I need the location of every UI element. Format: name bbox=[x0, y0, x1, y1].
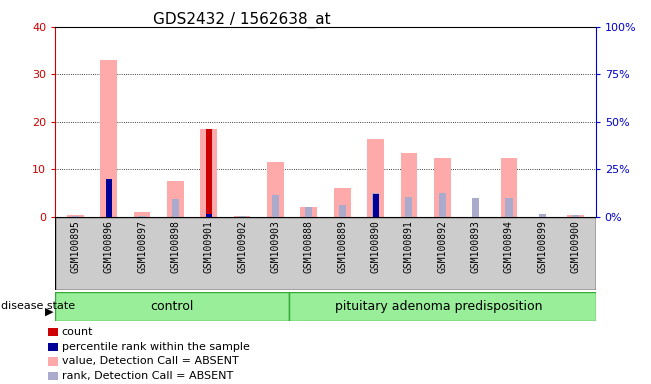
Text: GSM100895: GSM100895 bbox=[70, 220, 80, 273]
Bar bbox=[505, 198, 512, 217]
Text: GSM100896: GSM100896 bbox=[104, 220, 114, 273]
Bar bbox=[339, 205, 346, 217]
Text: GSM100889: GSM100889 bbox=[337, 220, 347, 273]
Bar bbox=[139, 216, 146, 217]
Bar bbox=[367, 139, 384, 217]
Text: GSM100902: GSM100902 bbox=[237, 220, 247, 273]
Bar bbox=[133, 212, 150, 217]
Bar bbox=[572, 215, 579, 217]
Bar bbox=[472, 198, 479, 217]
Text: count: count bbox=[62, 327, 93, 337]
Text: GSM100890: GSM100890 bbox=[370, 220, 381, 273]
Bar bbox=[400, 153, 417, 217]
Bar bbox=[406, 197, 413, 217]
Text: value, Detection Call = ABSENT: value, Detection Call = ABSENT bbox=[62, 356, 239, 366]
Bar bbox=[206, 214, 212, 217]
Bar bbox=[172, 199, 179, 217]
Text: GSM100894: GSM100894 bbox=[504, 220, 514, 273]
Text: GSM100893: GSM100893 bbox=[471, 220, 480, 273]
Bar bbox=[72, 216, 79, 217]
Text: rank, Detection Call = ABSENT: rank, Detection Call = ABSENT bbox=[62, 371, 233, 381]
Text: control: control bbox=[150, 300, 194, 313]
Bar bbox=[334, 189, 350, 217]
Text: percentile rank within the sample: percentile rank within the sample bbox=[62, 342, 250, 352]
Bar bbox=[434, 157, 450, 217]
Text: pituitary adenoma predisposition: pituitary adenoma predisposition bbox=[335, 300, 543, 313]
Bar bbox=[206, 129, 212, 217]
Bar bbox=[305, 207, 312, 217]
Bar bbox=[100, 60, 117, 217]
Text: GSM100901: GSM100901 bbox=[204, 220, 214, 273]
Bar bbox=[538, 214, 546, 217]
Bar bbox=[55, 292, 289, 321]
Bar bbox=[55, 217, 596, 290]
Text: disease state: disease state bbox=[1, 301, 75, 311]
Bar bbox=[567, 215, 584, 217]
Bar bbox=[372, 193, 379, 217]
Text: GDS2432 / 1562638_at: GDS2432 / 1562638_at bbox=[153, 12, 331, 28]
Bar bbox=[234, 215, 251, 217]
Bar bbox=[267, 162, 284, 217]
Text: GSM100888: GSM100888 bbox=[304, 220, 314, 273]
Bar bbox=[67, 215, 84, 217]
Bar bbox=[238, 216, 245, 217]
Bar bbox=[301, 207, 317, 217]
Text: ▶: ▶ bbox=[44, 307, 53, 317]
Text: GSM100900: GSM100900 bbox=[571, 220, 581, 273]
Text: GSM100891: GSM100891 bbox=[404, 220, 414, 273]
Bar bbox=[289, 292, 596, 321]
Text: GSM100898: GSM100898 bbox=[171, 220, 180, 273]
Bar bbox=[201, 129, 217, 217]
Bar bbox=[439, 193, 446, 217]
Bar bbox=[105, 179, 112, 217]
Text: GSM100899: GSM100899 bbox=[537, 220, 547, 273]
Text: GSM100903: GSM100903 bbox=[270, 220, 281, 273]
Bar bbox=[272, 195, 279, 217]
Text: GSM100897: GSM100897 bbox=[137, 220, 147, 273]
Bar bbox=[501, 157, 518, 217]
Bar bbox=[372, 194, 378, 217]
Text: GSM100892: GSM100892 bbox=[437, 220, 447, 273]
Bar bbox=[167, 181, 184, 217]
